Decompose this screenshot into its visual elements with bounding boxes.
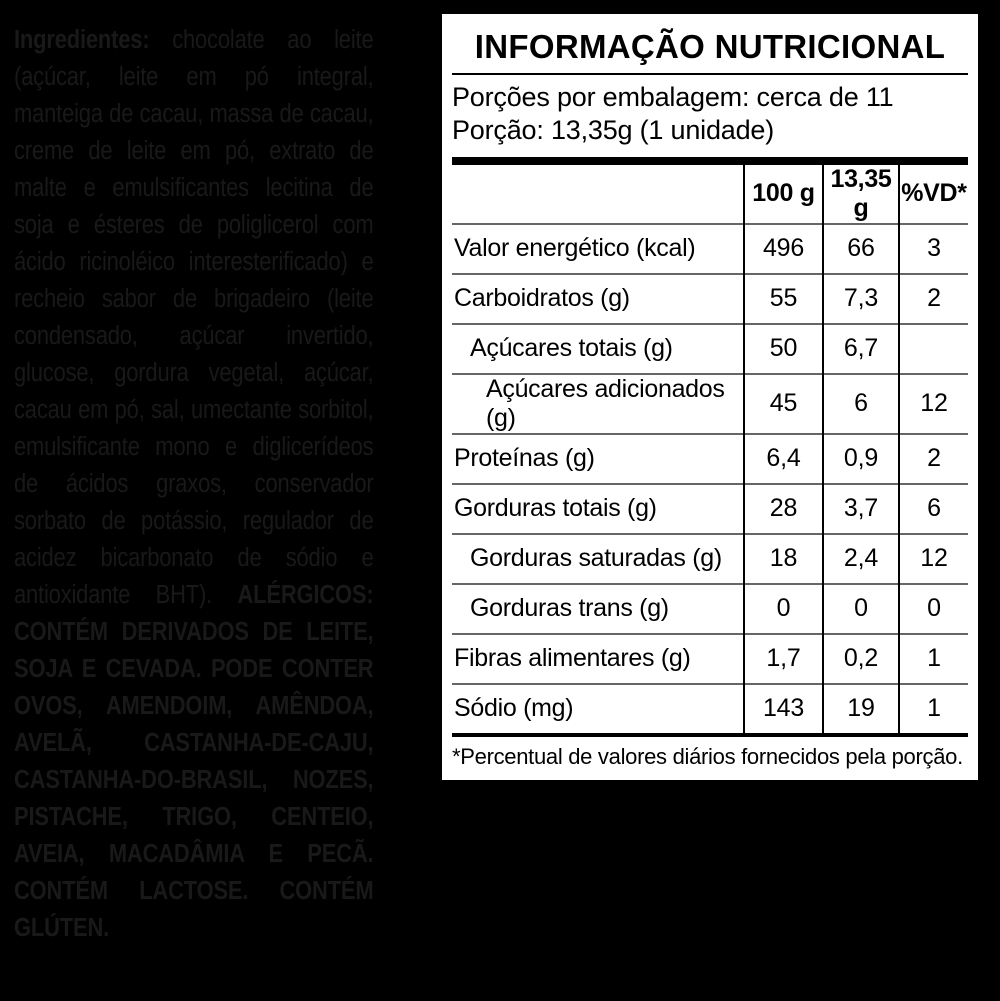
row-value-per-100g: 45 [743, 372, 823, 434]
row-value-per-portion: 0 [822, 582, 899, 634]
row-nutrient-name: Sódio (mg) [452, 682, 744, 733]
serving-size: Porção: 13,35g (1 unidade) [452, 114, 775, 145]
row-value-per-100g: 50 [743, 322, 823, 374]
row-value-dv: 2 [898, 432, 968, 484]
row-value-per-100g: 143 [743, 682, 823, 733]
row-value-per-portion: 6 [822, 372, 899, 434]
table-bottom-divider [452, 732, 968, 737]
row-value-dv [898, 322, 968, 374]
serving-info: Porções por embalagem: cerca de 11 Porçã… [452, 79, 968, 153]
title-divider [452, 72, 968, 75]
nutrition-footnote: *Percentual de valores diários fornecido… [452, 743, 963, 769]
row-value-per-100g: 18 [743, 532, 823, 584]
row-nutrient-name: Açúcares totais (g) [452, 322, 744, 374]
row-value-per-portion: 6,7 [822, 322, 899, 374]
row-nutrient-name: Proteínas (g) [452, 432, 744, 484]
allergen-warning-text: ALÉRGICOS: CONTÉM DERIVADOS DE LEITE, SO… [14, 581, 374, 942]
ingredients-body: chocolate ao leite (açúcar, leite em pó … [14, 26, 374, 609]
row-nutrient-name: Fibras alimentares (g) [452, 632, 744, 684]
row-value-per-portion: 0,9 [822, 432, 899, 484]
row-nutrient-name: Gorduras totais (g) [452, 482, 744, 534]
table-row: Gorduras trans (g) 0 0 0 [452, 582, 968, 634]
nutrition-table-head: 100 g 13,35 g %VD* [452, 164, 968, 224]
row-value-dv: 3 [898, 222, 968, 274]
row-value-dv: 1 [898, 682, 968, 733]
table-row: Açúcares totais (g) 50 6,7 [452, 322, 968, 374]
table-row: Açúcares adicionados (g) 45 6 12 [452, 372, 968, 434]
table-row: Gorduras totais (g) 28 3,7 6 [452, 482, 968, 534]
nutrition-table: 100 g 13,35 g %VD* Valor energético (kca… [452, 164, 968, 733]
column-header-dv: %VD* [898, 164, 968, 224]
row-value-per-100g: 55 [743, 272, 823, 324]
row-value-dv: 0 [898, 582, 968, 634]
row-value-per-portion: 2,4 [822, 532, 899, 584]
row-value-per-portion: 3,7 [822, 482, 899, 534]
row-value-per-100g: 496 [743, 222, 823, 274]
row-value-dv: 6 [898, 482, 968, 534]
table-row: Sódio (mg) 143 19 1 [452, 682, 968, 733]
row-value-per-100g: 1,7 [743, 632, 823, 684]
table-row: Valor energético (kcal) 496 66 3 [452, 222, 968, 274]
column-header-per-100g: 100 g [743, 164, 823, 224]
table-row: Proteínas (g) 6,4 0,9 2 [452, 432, 968, 484]
table-row: Carboidratos (g) 55 7,3 2 [452, 272, 968, 324]
row-nutrient-name: Carboidratos (g) [452, 272, 744, 324]
row-value-per-portion: 0,2 [822, 632, 899, 684]
table-top-divider [452, 156, 968, 165]
ingredients-text-block: Ingredientes: chocolate ao leite (açúcar… [14, 22, 374, 947]
row-nutrient-name: Gorduras trans (g) [452, 582, 744, 634]
servings-per-package: Porções por embalagem: cerca de 11 [452, 81, 894, 112]
row-value-per-100g: 0 [743, 582, 823, 634]
row-value-dv: 12 [898, 372, 968, 434]
row-nutrient-name: Gorduras saturadas (g) [452, 532, 744, 584]
nutrition-panel-title: INFORMAÇÃO NUTRICIONAL [474, 28, 946, 65]
nutrition-facts-panel: INFORMAÇÃO NUTRICIONAL Porções por embal… [442, 14, 978, 780]
column-header-per-portion: 13,35 g [822, 164, 899, 224]
row-nutrient-name: Valor energético (kcal) [452, 222, 744, 274]
row-value-per-100g: 6,4 [743, 432, 823, 484]
column-header-nutrient [452, 165, 744, 224]
nutrition-table-body: Valor energético (kcal) 496 66 3 Carboidrato… [452, 222, 968, 733]
row-value-per-portion: 19 [822, 682, 899, 733]
row-nutrient-name: Açúcares adicionados (g) [452, 372, 744, 434]
row-value-dv: 1 [898, 632, 968, 684]
row-value-per-100g: 28 [743, 482, 823, 534]
row-value-dv: 12 [898, 532, 968, 584]
row-value-dv: 2 [898, 272, 968, 324]
table-row: Gorduras saturadas (g) 18 2,4 12 [452, 532, 968, 584]
table-header-row: 100 g 13,35 g %VD* [452, 164, 968, 224]
table-row: Fibras alimentares (g) 1,7 0,2 1 [452, 632, 968, 684]
row-value-per-portion: 7,3 [822, 272, 899, 324]
row-value-per-portion: 66 [822, 222, 899, 274]
ingredients-label: Ingredientes: [14, 26, 150, 54]
